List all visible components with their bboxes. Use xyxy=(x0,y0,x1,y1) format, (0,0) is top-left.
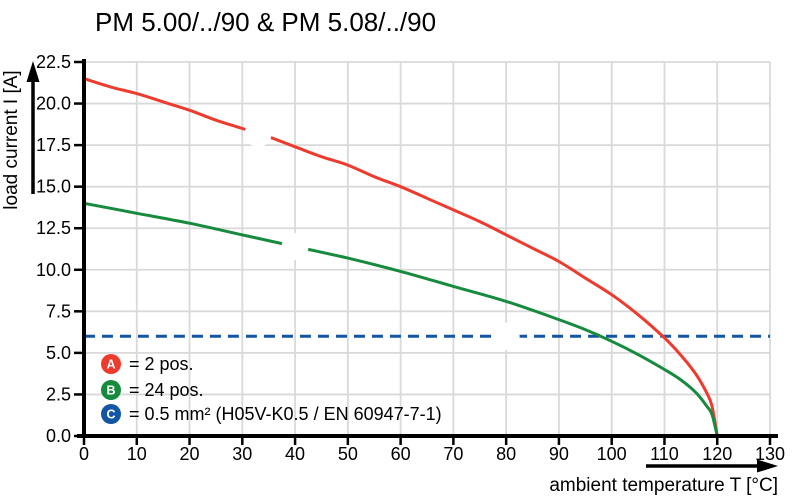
legend-marker-circle xyxy=(101,354,121,374)
legend-marker-letter: A xyxy=(106,358,115,372)
x-tick-label: 70 xyxy=(443,444,463,464)
x-tick-label: 100 xyxy=(597,444,627,464)
x-tick-label: 0 xyxy=(79,444,89,464)
curve-marker-circle xyxy=(492,322,520,350)
curve-marker-circle xyxy=(281,233,309,261)
curve-a xyxy=(83,77,719,437)
legend-label: = 0.5 mm² (H05V-K0.5 / EN 60947-7-1) xyxy=(129,404,442,424)
gridlines xyxy=(84,61,771,436)
x-tick-label: 50 xyxy=(338,444,358,464)
curve-marker-a xyxy=(244,119,272,147)
legend-marker-letter: C xyxy=(106,408,115,422)
y-tick-label: 15.0 xyxy=(36,177,71,197)
curve-b xyxy=(83,201,719,437)
curve-marker-letter: C xyxy=(501,329,512,346)
x-axis-title: ambient temperature T [°C] xyxy=(549,475,778,496)
x-tick-label: 60 xyxy=(391,444,411,464)
x-tick-label: 130 xyxy=(755,444,785,464)
y-tick-label: 7.5 xyxy=(46,301,71,321)
legend-marker-circle xyxy=(101,404,121,424)
legend-label: = 2 pos. xyxy=(129,354,194,374)
y-axis-title: load current I [A] xyxy=(1,70,22,209)
chart-title: PM 5.00/../90 & PM 5.08/../90 xyxy=(95,7,437,37)
legend-marker-letter: B xyxy=(106,384,115,398)
axes xyxy=(74,59,778,445)
curve-marker-circle xyxy=(244,119,272,147)
y-tick-label: 10.0 xyxy=(36,260,71,280)
y-tick-label: 20.0 xyxy=(36,94,71,114)
curve-marker-letter: A xyxy=(253,126,264,143)
y-tick-label: 0.0 xyxy=(46,426,71,446)
x-tick-label: 120 xyxy=(702,444,732,464)
x-tick-label: 90 xyxy=(549,444,569,464)
legend-item-c: C = 0.5 mm² (H05V-K0.5 / EN 60947-7-1) xyxy=(101,404,442,424)
y-tick-label: 2.5 xyxy=(46,384,71,404)
legend-label: = 24 pos. xyxy=(129,380,204,400)
y-tick-label: 22.5 xyxy=(36,52,71,72)
legend-item-a: A = 2 pos. xyxy=(101,354,194,374)
x-tick-label: 80 xyxy=(496,444,516,464)
x-axis-arrow-head xyxy=(757,459,778,473)
legend: A = 2 pos. B = 24 pos. C = 0.5 mm² (H05V-K0.5… xyxy=(101,354,442,424)
y-tick-label: 12.5 xyxy=(36,218,71,238)
x-tick-label: 30 xyxy=(232,444,252,464)
curve-marker-c xyxy=(492,322,520,350)
x-tick-label: 10 xyxy=(127,444,147,464)
curve-marker-letter: B xyxy=(290,239,301,256)
curve-marker-b xyxy=(281,233,309,261)
x-tick-label: 40 xyxy=(285,444,305,464)
legend-marker-circle xyxy=(101,380,121,400)
y-axis-arrow-head xyxy=(26,61,40,82)
legend-item-b: B = 24 pos. xyxy=(101,380,204,400)
y-tick-label: 17.5 xyxy=(36,135,71,155)
x-tick-label: 110 xyxy=(650,444,679,464)
x-tick-label: 20 xyxy=(180,444,200,464)
y-tick-label: 5.0 xyxy=(46,343,71,363)
